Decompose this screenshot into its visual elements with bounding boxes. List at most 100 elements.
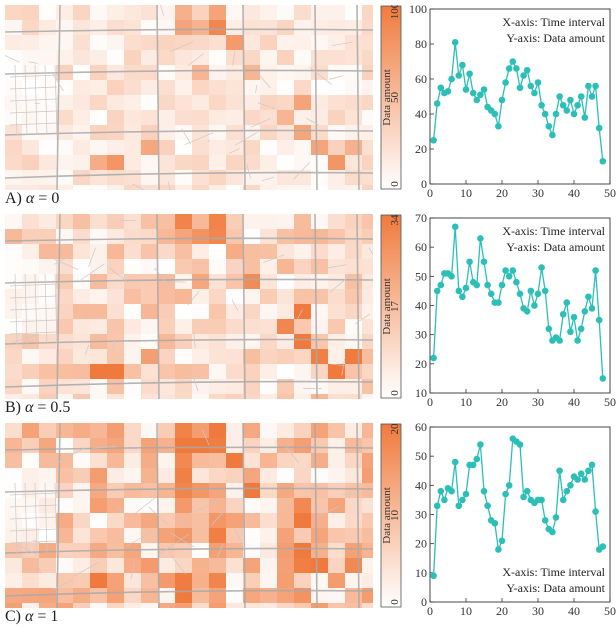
heat-cell <box>73 498 90 513</box>
heat-cell <box>294 423 311 438</box>
heat-cell <box>294 125 311 140</box>
heat-cell <box>209 364 226 379</box>
heat-cell <box>56 20 73 35</box>
heat-cell <box>124 50 141 65</box>
heat-cell <box>362 438 373 453</box>
heat-cell <box>362 274 373 289</box>
heat-cell <box>158 229 175 244</box>
heat-cell <box>345 125 362 140</box>
heat-cell <box>175 244 192 259</box>
data-point <box>481 258 488 265</box>
annotation-y-axis: Y-axis: Data amount <box>506 31 605 45</box>
heat-cell <box>226 229 243 244</box>
heat-cell <box>328 543 345 558</box>
heat-cell <box>294 468 311 483</box>
heat-cell <box>328 349 345 364</box>
heat-cell <box>294 289 311 304</box>
heat-cell <box>73 304 90 319</box>
heat-cell <box>141 140 158 155</box>
data-point <box>585 467 592 474</box>
heat-cell <box>209 185 226 190</box>
heat-cell <box>22 155 39 170</box>
heat-cell <box>39 528 56 543</box>
heat-cell <box>260 259 277 274</box>
heat-cell <box>158 558 175 573</box>
heat-cell <box>328 573 345 588</box>
heat-cell <box>124 229 141 244</box>
heat-cell <box>107 170 124 185</box>
heat-cell <box>311 214 328 229</box>
heat-cell <box>107 35 124 50</box>
heat-cell <box>39 95 56 110</box>
heat-cell <box>107 50 124 65</box>
data-point <box>524 67 531 74</box>
heat-cell <box>209 304 226 319</box>
heat-cell <box>277 155 294 170</box>
heat-cell <box>141 394 158 399</box>
heat-cell <box>175 438 192 453</box>
heat-cell <box>39 5 56 20</box>
heat-cell <box>192 498 209 513</box>
heat-cell <box>226 334 243 349</box>
y-tick-label: 70 <box>415 211 427 225</box>
heat-cell <box>73 155 90 170</box>
heat-cell <box>294 80 311 95</box>
heat-cell <box>362 5 373 20</box>
heat-cell <box>39 573 56 588</box>
heat-cell <box>362 50 373 65</box>
heat-cell <box>124 513 141 528</box>
heat-cell <box>141 229 158 244</box>
data-point <box>592 83 599 90</box>
heat-cell <box>209 289 226 304</box>
heat-cell <box>243 20 260 35</box>
heat-cell <box>39 379 56 394</box>
heat-cell <box>260 498 277 513</box>
heat-cell <box>73 35 90 50</box>
y-tick-label: 30 <box>415 508 427 522</box>
caption-value: = 1 <box>33 608 58 625</box>
caption-prefix: A) <box>5 190 22 207</box>
y-tick-label: 20 <box>415 357 427 371</box>
heat-cell <box>209 468 226 483</box>
x-tick-label: 30 <box>532 186 544 200</box>
x-tick-label: 0 <box>427 604 433 618</box>
data-point <box>434 502 441 509</box>
heat-cell <box>73 394 90 399</box>
heat-cell <box>39 304 56 319</box>
data-point <box>484 502 491 509</box>
heat-cell <box>209 229 226 244</box>
heat-cell <box>5 65 22 80</box>
data-point <box>510 58 517 65</box>
heat-cell <box>5 155 22 170</box>
heat-cell <box>277 603 294 608</box>
heat-cell <box>328 110 345 125</box>
heat-cell <box>328 155 345 170</box>
heat-cell <box>243 528 260 543</box>
heat-cell <box>158 5 175 20</box>
data-point <box>538 264 545 271</box>
heat-cell <box>345 214 362 229</box>
heat-cell <box>141 80 158 95</box>
heat-cell <box>90 423 107 438</box>
heat-cell <box>107 364 124 379</box>
heat-cell <box>158 349 175 364</box>
heat-cell <box>277 95 294 110</box>
data-point <box>430 355 437 362</box>
data-point <box>600 158 607 165</box>
heat-cell <box>328 513 345 528</box>
heat-cell <box>226 364 243 379</box>
data-point <box>574 102 581 109</box>
heat-cell <box>294 20 311 35</box>
heat-cell <box>192 573 209 588</box>
heat-cell <box>209 125 226 140</box>
heat-cell <box>362 214 373 229</box>
x-tick-label: 40 <box>568 604 580 618</box>
heat-cell <box>192 453 209 468</box>
x-tick-label: 0 <box>427 395 433 409</box>
heat-cell <box>39 543 56 558</box>
data-point <box>600 375 607 382</box>
heat-cell <box>243 498 260 513</box>
heat-cell <box>158 513 175 528</box>
